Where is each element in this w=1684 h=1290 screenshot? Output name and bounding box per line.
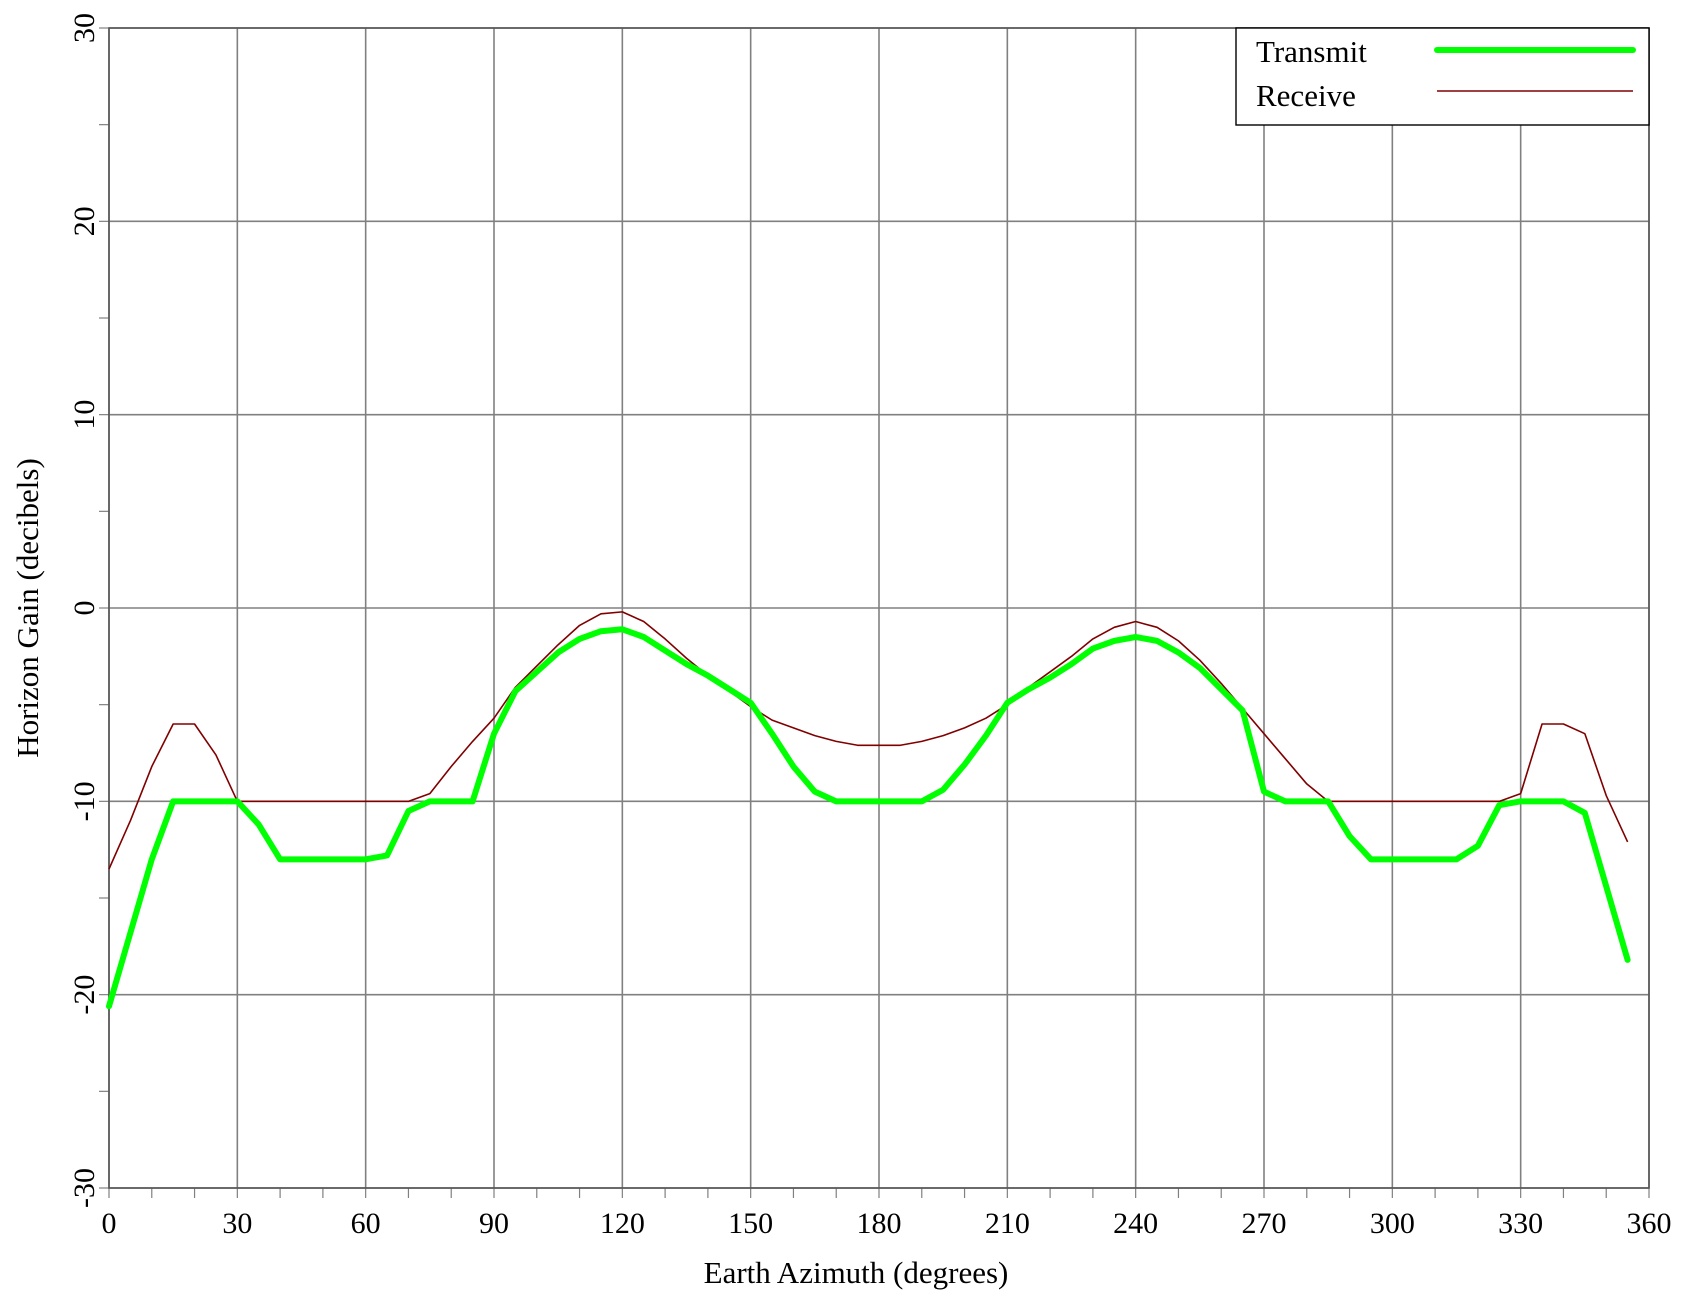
x-tick-label: 30 bbox=[222, 1207, 252, 1240]
y-tick-label: -10 bbox=[68, 781, 101, 821]
series-line-receive bbox=[108, 611, 1629, 870]
grid bbox=[108, 27, 1650, 1189]
series-line-transmit bbox=[106, 626, 1631, 1010]
x-tick-label: 330 bbox=[1498, 1207, 1543, 1240]
x-tick-label: 180 bbox=[857, 1207, 902, 1240]
x-tick-label: 90 bbox=[479, 1207, 509, 1240]
x-tick-label: 300 bbox=[1370, 1207, 1415, 1240]
y-tick-label: -20 bbox=[68, 975, 101, 1015]
x-axis-title: Earth Azimuth (degrees) bbox=[704, 1255, 1009, 1290]
legend-label-receive: Receive bbox=[1256, 78, 1356, 113]
x-tick-label: 150 bbox=[728, 1207, 773, 1240]
y-axis-title: Horizon Gain (decibels) bbox=[10, 458, 45, 758]
legend-box bbox=[1235, 27, 1650, 126]
y-tick-label: 0 bbox=[68, 601, 101, 616]
x-tick-label: 60 bbox=[351, 1207, 381, 1240]
y-tick-label: 10 bbox=[68, 400, 101, 430]
x-tick-label: 360 bbox=[1627, 1207, 1672, 1240]
minor-ticks bbox=[99, 27, 1650, 1198]
y-tick-label: -30 bbox=[68, 1168, 101, 1208]
x-tick-label: 0 bbox=[102, 1207, 117, 1240]
x-tick-label: 270 bbox=[1242, 1207, 1287, 1240]
x-tick-label: 120 bbox=[600, 1207, 645, 1240]
plot-area bbox=[108, 27, 1650, 1189]
y-tick-label: 20 bbox=[68, 206, 101, 236]
legend: Transmit Receive bbox=[1235, 27, 1650, 126]
y-tick-labels: -30 -20 -10 0 10 20 30 bbox=[68, 13, 101, 1208]
x-tick-labels: 0 30 60 90 120 150 180 210 240 270 300 330 360 bbox=[102, 1207, 1672, 1240]
series-lines bbox=[106, 611, 1631, 1010]
legend-label-transmit: Transmit bbox=[1256, 34, 1367, 69]
x-tick-label: 240 bbox=[1113, 1207, 1158, 1240]
y-tick-label: 30 bbox=[68, 13, 101, 43]
x-tick-label: 210 bbox=[985, 1207, 1030, 1240]
